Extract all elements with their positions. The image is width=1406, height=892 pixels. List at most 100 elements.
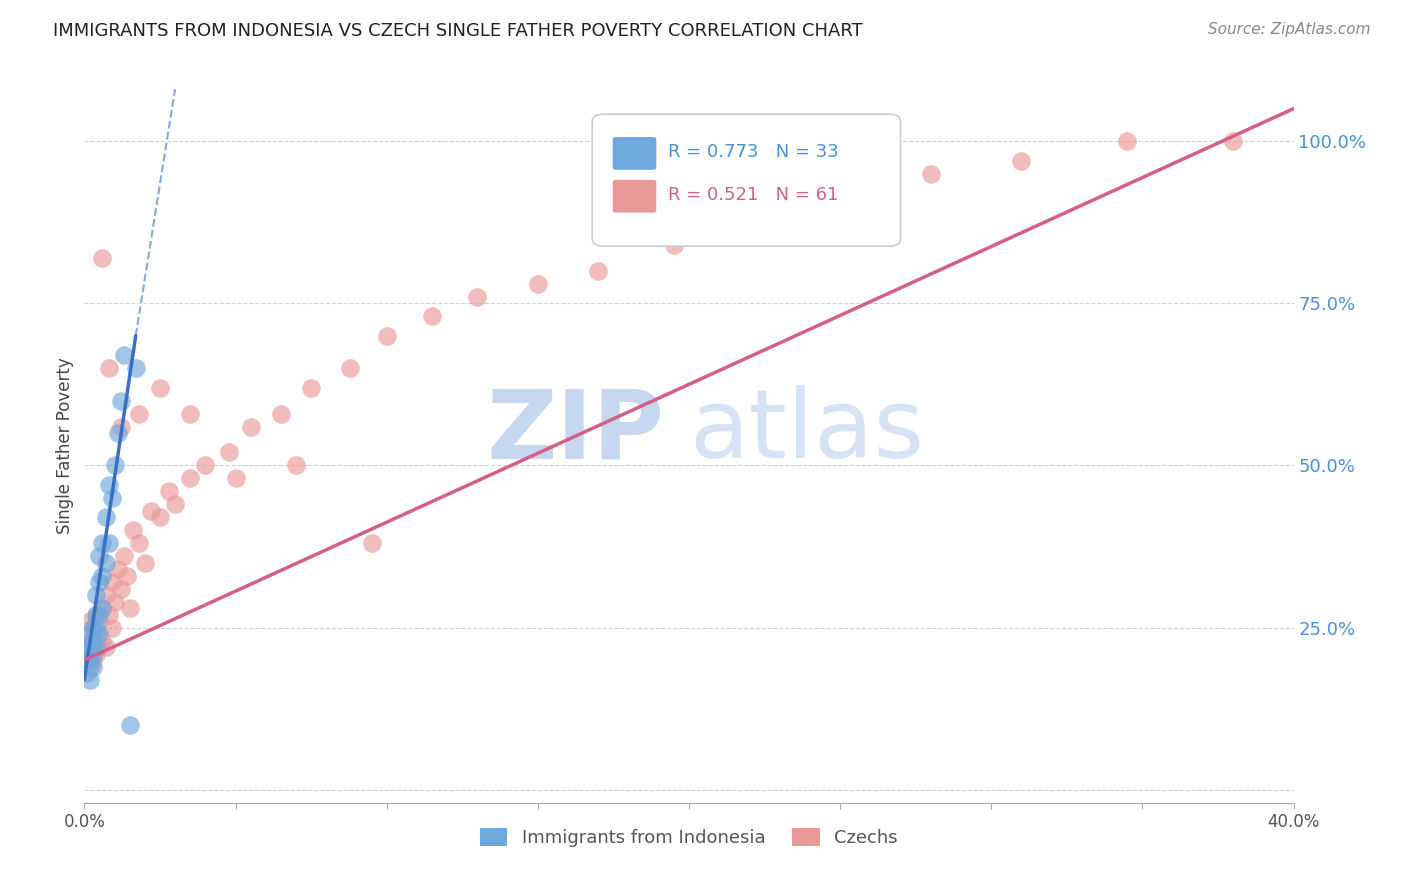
Point xyxy=(270,407,292,421)
Point xyxy=(149,381,172,395)
Text: IMMIGRANTS FROM INDONESIA VS CZECH SINGLE FATHER POVERTY CORRELATION CHART: IMMIGRANTS FROM INDONESIA VS CZECH SINGL… xyxy=(53,22,863,40)
Point xyxy=(157,484,180,499)
Point xyxy=(94,640,117,654)
Point xyxy=(79,614,101,628)
Point xyxy=(100,621,122,635)
Point xyxy=(94,510,117,524)
Point xyxy=(339,361,361,376)
FancyBboxPatch shape xyxy=(592,114,901,246)
Point xyxy=(89,549,111,564)
Point xyxy=(588,264,610,278)
Point xyxy=(79,633,101,648)
Point xyxy=(128,407,150,421)
Point xyxy=(112,549,135,564)
Point xyxy=(107,562,129,576)
Point xyxy=(830,186,852,200)
Point xyxy=(82,633,104,648)
Point xyxy=(125,361,148,376)
Text: Source: ZipAtlas.com: Source: ZipAtlas.com xyxy=(1208,22,1371,37)
Point xyxy=(82,659,104,673)
Point xyxy=(91,633,114,648)
Point xyxy=(285,458,308,473)
Point xyxy=(76,653,98,667)
Point xyxy=(115,568,138,582)
Point xyxy=(76,666,98,681)
Point xyxy=(89,614,111,628)
Point xyxy=(91,601,114,615)
Point xyxy=(94,556,117,570)
Point xyxy=(134,556,156,570)
Point xyxy=(79,640,101,654)
Point xyxy=(79,673,101,687)
Point xyxy=(100,491,122,505)
Point xyxy=(91,536,114,550)
Point xyxy=(420,310,443,324)
FancyBboxPatch shape xyxy=(613,180,657,212)
Point xyxy=(194,458,217,473)
Point xyxy=(82,621,104,635)
Point xyxy=(76,653,98,667)
Point xyxy=(82,621,104,635)
Point xyxy=(179,407,201,421)
Point xyxy=(299,381,322,395)
Point xyxy=(360,536,382,550)
Point xyxy=(94,588,117,602)
Point xyxy=(110,582,132,596)
Point xyxy=(89,640,111,654)
Point xyxy=(375,328,398,343)
Point xyxy=(118,718,141,732)
Point xyxy=(128,536,150,550)
Point xyxy=(86,607,108,622)
Point xyxy=(89,575,111,590)
Text: R = 0.521   N = 61: R = 0.521 N = 61 xyxy=(668,186,839,203)
Point xyxy=(104,595,127,609)
Point xyxy=(86,640,108,654)
Point xyxy=(100,575,122,590)
Point xyxy=(110,419,132,434)
Point xyxy=(112,348,135,362)
Point xyxy=(76,640,98,654)
Point xyxy=(91,251,114,265)
Point xyxy=(97,361,120,376)
Point xyxy=(91,601,114,615)
Point xyxy=(920,167,942,181)
Point xyxy=(149,510,172,524)
Point xyxy=(139,504,162,518)
Point xyxy=(527,277,550,291)
Text: ZIP: ZIP xyxy=(486,385,665,478)
Point xyxy=(86,627,108,641)
Point xyxy=(118,601,141,615)
Point xyxy=(97,478,120,492)
Point xyxy=(104,458,127,473)
Point xyxy=(738,211,761,226)
Point xyxy=(1011,153,1033,168)
Point xyxy=(82,647,104,661)
Legend: Immigrants from Indonesia, Czechs: Immigrants from Indonesia, Czechs xyxy=(472,821,905,855)
Point xyxy=(662,238,685,252)
Text: R = 0.773   N = 33: R = 0.773 N = 33 xyxy=(668,143,839,161)
Point xyxy=(89,627,111,641)
Point xyxy=(179,471,201,485)
Point xyxy=(79,659,101,673)
Point xyxy=(86,647,108,661)
Point xyxy=(76,640,98,654)
Point xyxy=(165,497,187,511)
Point xyxy=(97,536,120,550)
Point xyxy=(79,627,101,641)
Text: atlas: atlas xyxy=(689,385,924,478)
Point xyxy=(1222,134,1244,148)
Point xyxy=(86,588,108,602)
Point xyxy=(110,393,132,408)
Point xyxy=(82,640,104,654)
Point xyxy=(91,568,114,582)
FancyBboxPatch shape xyxy=(613,137,657,169)
Point xyxy=(89,607,111,622)
Point xyxy=(225,471,247,485)
Point xyxy=(97,607,120,622)
Point xyxy=(86,607,108,622)
Point xyxy=(239,419,262,434)
Point xyxy=(86,621,108,635)
Point xyxy=(107,425,129,440)
Point xyxy=(82,653,104,667)
Y-axis label: Single Father Poverty: Single Father Poverty xyxy=(56,358,75,534)
